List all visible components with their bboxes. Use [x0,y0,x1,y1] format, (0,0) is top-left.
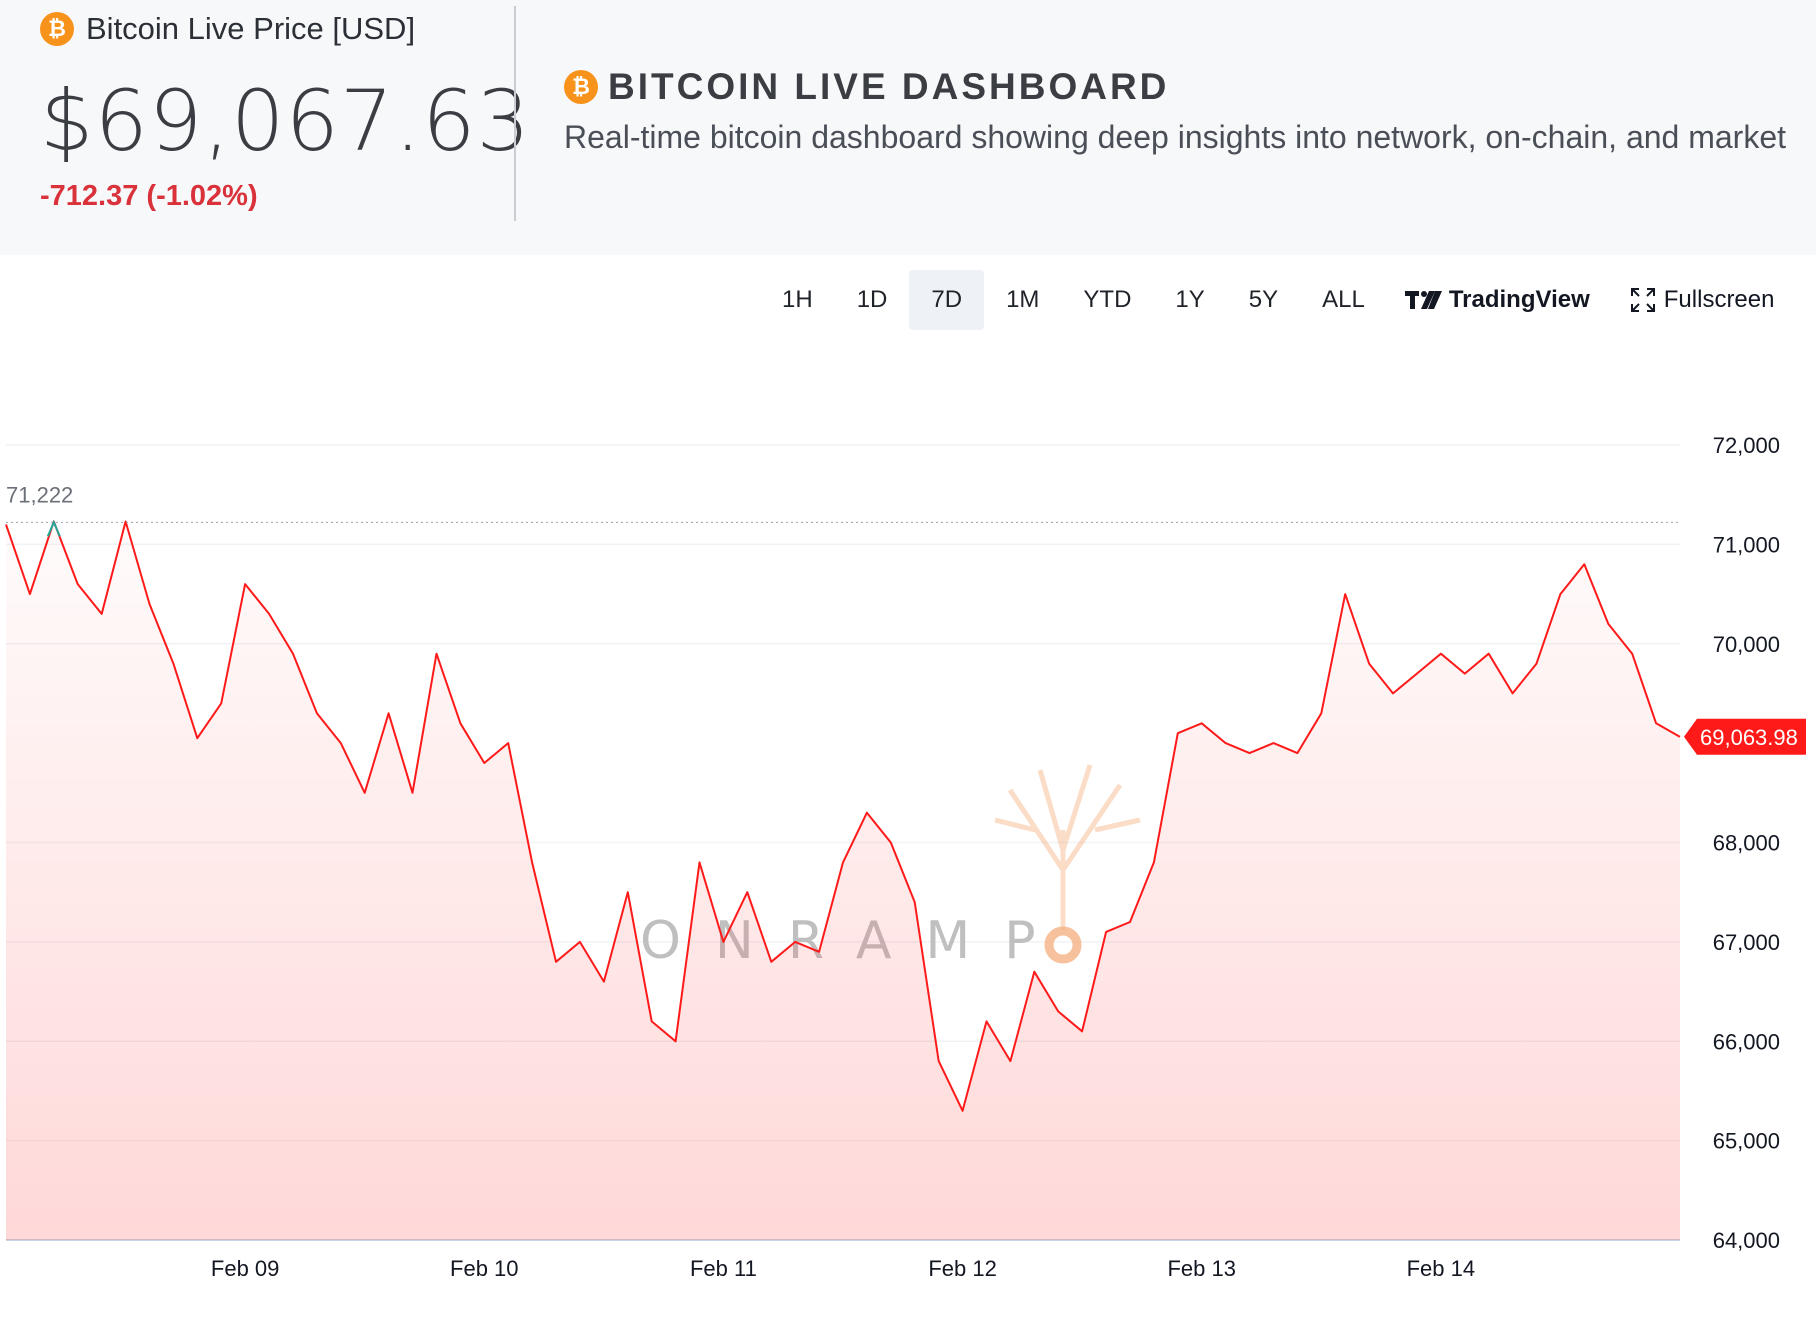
watermark-tree-icon [1044,926,1082,964]
header-divider [514,6,516,221]
y-tick-label: 70,000 [1713,632,1780,657]
watermark-tree-branches [994,764,1141,930]
dashboard-subtitle: Real-time bitcoin dashboard showing deep… [564,119,1787,155]
y-tick-label: 66,000 [1713,1029,1780,1054]
y-tick-label: 72,000 [1713,433,1780,458]
fullscreen-label: Fullscreen [1663,286,1775,313]
y-tick-label: 65,000 [1713,1129,1780,1154]
price-change: -712.37 (-1.02%) [40,180,258,212]
range-5y-button[interactable]: 5Y [1248,286,1279,313]
range-7d-button[interactable]: 7D [909,270,985,330]
high-marker [46,519,61,537]
range-ytd-button[interactable]: YTD [1083,286,1132,313]
x-tick-label: Feb 09 [211,1256,280,1281]
chart-toolbar: 1H 1D 7D 1M YTD 1Y 5Y ALL TradingView Fu… [760,270,1774,330]
y-tick-label: 68,000 [1713,831,1780,856]
x-tick-label: Feb 13 [1167,1256,1236,1281]
price-label: Bitcoin Live Price [USD] [86,11,416,46]
tradingview-logo-icon [1404,291,1442,309]
price-line [5,520,1681,1112]
fullscreen-button[interactable]: Fullscreen [1630,286,1775,314]
y-tick-label: 64,000 [1713,1228,1780,1253]
dashboard-title: BITCOIN LIVE DASHBOARD [608,66,1170,107]
range-1y-button[interactable]: 1Y [1175,286,1205,313]
range-1m-button[interactable]: 1M [1006,286,1040,313]
x-tick-label: Feb 10 [450,1256,519,1281]
price-header: ₿ Bitcoin Live Price [USD] $69,067.63 -7… [0,0,1816,255]
y-tick-label: 67,000 [1713,930,1780,955]
last-price-tag-bg [1684,718,1806,755]
bitcoin-coin-icon: ₿ [40,12,74,46]
y-tick-label: 71,000 [1713,532,1780,557]
series-layer: 71,222 69,063.98 [5,482,1806,1240]
range-all-button[interactable]: ALL [1322,286,1365,313]
live-price-block: ₿ Bitcoin Live Price [USD] $69,067.63 -7… [40,10,530,212]
bitcoin-coin-icon: ₿ [564,70,598,104]
range-1d-button[interactable]: 1D [856,286,888,313]
fullscreen-icon [1630,288,1655,312]
x-tick-label: Feb 11 [690,1256,757,1281]
axis-labels: 72,000 71,000 70,000 68,000 67,000 66,000 65,0… [211,433,1780,1281]
price-label-row: ₿ Bitcoin Live Price [USD] [40,10,510,48]
price-area-fill [6,521,1680,1240]
last-price-label: 69,063.98 [1700,725,1798,750]
range-1h-button[interactable]: 1H [782,286,813,313]
current-price: $69,067.63 [40,72,531,170]
x-tick-label: Feb 14 [1407,1256,1476,1281]
x-tick-label: Feb 12 [928,1256,997,1281]
last-price-tag: 69,063.98 [1684,718,1806,755]
high-price-label: 71,222 [6,482,73,507]
tradingview-link[interactable]: TradingView [1404,286,1590,314]
dashboard-title-row: ₿ BITCOIN LIVE DASHBOARD [564,66,1169,108]
tradingview-label: TradingView [1448,286,1590,313]
